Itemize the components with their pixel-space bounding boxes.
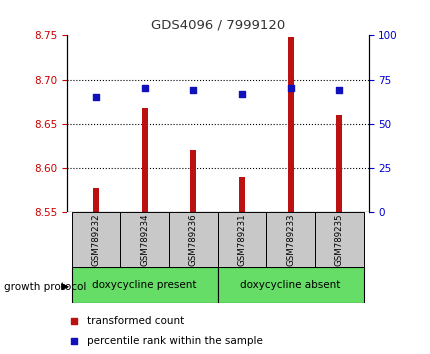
Text: growth protocol: growth protocol — [4, 282, 86, 292]
Point — [141, 86, 148, 91]
Text: GSM789235: GSM789235 — [334, 213, 343, 266]
Bar — [287, 37, 293, 212]
Bar — [239, 177, 244, 212]
Title: GDS4096 / 7999120: GDS4096 / 7999120 — [150, 18, 284, 32]
Text: percentile rank within the sample: percentile rank within the sample — [87, 336, 263, 346]
Bar — [169, 212, 217, 267]
Bar — [141, 108, 147, 212]
Bar — [120, 212, 169, 267]
Bar — [217, 267, 363, 303]
Point — [190, 87, 197, 93]
Text: doxycycline absent: doxycycline absent — [240, 280, 340, 290]
Text: GSM789232: GSM789232 — [91, 213, 100, 266]
Point — [335, 87, 342, 93]
Point — [92, 95, 99, 100]
Bar — [266, 212, 314, 267]
Text: doxycycline present: doxycycline present — [92, 280, 197, 290]
Bar — [71, 267, 217, 303]
Point — [238, 91, 245, 97]
Bar — [217, 212, 266, 267]
Point — [70, 338, 77, 344]
Bar — [314, 212, 363, 267]
Text: GSM789233: GSM789233 — [286, 213, 295, 266]
Bar — [93, 188, 99, 212]
Text: GSM789236: GSM789236 — [188, 213, 197, 266]
Bar — [190, 150, 196, 212]
Bar — [335, 115, 341, 212]
Point — [70, 318, 77, 324]
Text: GSM789234: GSM789234 — [140, 213, 149, 266]
Text: transformed count: transformed count — [87, 316, 184, 326]
Bar — [71, 212, 120, 267]
Point — [286, 86, 293, 91]
Text: GSM789231: GSM789231 — [237, 213, 246, 266]
